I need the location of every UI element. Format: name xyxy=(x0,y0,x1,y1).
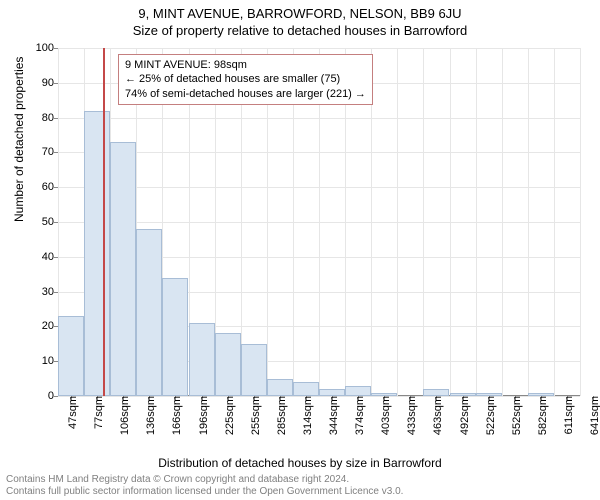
page-title: 9, MINT AVENUE, BARROWFORD, NELSON, BB9 … xyxy=(0,0,600,21)
marker-info-smaller: ← 25% of detached houses are smaller (75… xyxy=(125,72,366,86)
y-tick-label: 40 xyxy=(30,251,58,263)
histogram-bar xyxy=(189,323,215,396)
x-tick-label: 641sqm xyxy=(585,396,600,435)
x-tick-label: 106sqm xyxy=(115,396,131,435)
histogram-bar xyxy=(58,316,84,396)
histogram-bar xyxy=(110,142,136,396)
x-tick-label: 255sqm xyxy=(246,396,262,435)
marker-info-larger: 74% of semi-detached houses are larger (… xyxy=(125,87,366,101)
y-gridline xyxy=(58,396,580,397)
x-tick-label: 374sqm xyxy=(350,396,366,435)
x-gridline xyxy=(554,48,555,396)
histogram-bar xyxy=(136,229,162,396)
histogram-bar xyxy=(319,389,345,396)
histogram-bar xyxy=(423,389,449,396)
y-tick-label: 100 xyxy=(30,42,58,54)
x-tick-label: 463sqm xyxy=(428,396,444,435)
x-tick-label: 166sqm xyxy=(167,396,183,435)
histogram-bar xyxy=(84,111,110,396)
x-tick-label: 136sqm xyxy=(141,396,157,435)
histogram-bar xyxy=(162,278,188,396)
footer-attribution: Contains HM Land Registry data © Crown c… xyxy=(6,474,403,498)
histogram-bar xyxy=(528,393,554,396)
y-tick-label: 80 xyxy=(30,112,58,124)
page-subtitle: Size of property relative to detached ho… xyxy=(0,21,600,38)
marker-info-value: 9 MINT AVENUE: 98sqm xyxy=(125,58,366,72)
y-tick-label: 70 xyxy=(30,146,58,158)
footer-line1: Contains HM Land Registry data © Crown c… xyxy=(6,474,403,486)
x-tick-label: 582sqm xyxy=(533,396,549,435)
marker-line xyxy=(103,48,105,396)
x-axis-label: Distribution of detached houses by size … xyxy=(0,456,600,470)
x-tick-label: 403sqm xyxy=(376,396,392,435)
y-tick-label: 30 xyxy=(30,286,58,298)
histogram-bar xyxy=(215,333,241,396)
x-gridline xyxy=(502,48,503,396)
x-tick-label: 77sqm xyxy=(89,396,105,429)
x-tick-label: 552sqm xyxy=(507,396,523,435)
chart-area: 010203040506070809010047sqm77sqm106sqm13… xyxy=(58,48,580,396)
x-tick-label: 433sqm xyxy=(402,396,418,435)
y-tick-label: 10 xyxy=(30,355,58,367)
y-tick-label: 20 xyxy=(30,320,58,332)
marker-info-box: 9 MINT AVENUE: 98sqm← 25% of detached ho… xyxy=(118,54,373,105)
x-tick-label: 285sqm xyxy=(272,396,288,435)
x-tick-label: 492sqm xyxy=(455,396,471,435)
x-tick-label: 47sqm xyxy=(63,396,79,429)
y-tick-label: 60 xyxy=(30,181,58,193)
x-gridline xyxy=(450,48,451,396)
y-tick-label: 90 xyxy=(30,77,58,89)
histogram-bar xyxy=(241,344,267,396)
x-gridline xyxy=(528,48,529,396)
histogram-bar xyxy=(450,393,476,396)
x-gridline xyxy=(397,48,398,396)
footer-line2: Contains full public sector information … xyxy=(6,486,403,498)
histogram-bar xyxy=(267,379,293,396)
y-tick-label: 0 xyxy=(30,390,58,402)
x-tick-label: 522sqm xyxy=(481,396,497,435)
histogram-bar xyxy=(345,386,371,396)
x-gridline xyxy=(476,48,477,396)
y-tick-label: 50 xyxy=(30,216,58,228)
x-tick-label: 611sqm xyxy=(559,396,575,434)
histogram-bar xyxy=(371,393,397,396)
x-tick-label: 344sqm xyxy=(324,396,340,435)
x-gridline xyxy=(580,48,581,396)
histogram-bar xyxy=(476,393,502,396)
x-tick-label: 196sqm xyxy=(194,396,210,435)
histogram-bar xyxy=(293,382,319,396)
x-gridline xyxy=(423,48,424,396)
x-tick-label: 314sqm xyxy=(298,396,314,435)
x-tick-label: 225sqm xyxy=(220,396,236,435)
y-axis-label: Number of detached properties xyxy=(12,57,26,222)
